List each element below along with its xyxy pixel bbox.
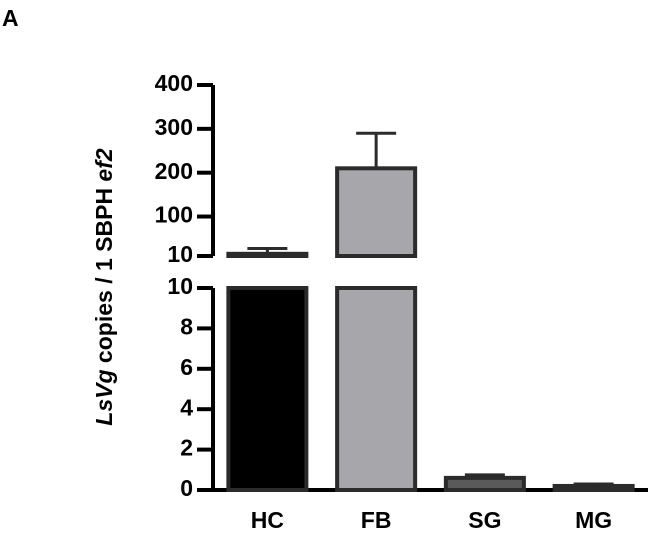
bar-upper (335, 166, 418, 258)
y-tick-label: 4 (180, 394, 193, 420)
y-tick-label: 8 (180, 313, 193, 339)
y-tick-label: 0 (180, 475, 193, 501)
y-label-part: ef2 (91, 148, 117, 181)
y-axis-label: LsVg copies / 1 SBPH ef2 (91, 148, 117, 426)
bar-upper (226, 251, 309, 259)
y-tick-label: 200 (155, 158, 193, 184)
bar (443, 475, 526, 493)
bar (552, 483, 635, 492)
x-tick-label: SG (468, 507, 501, 533)
x-tick-label: FB (361, 507, 392, 533)
panel-label: A (2, 5, 19, 31)
y-tick-label: 100 (155, 202, 193, 228)
y-label-part: LsVg (91, 369, 117, 425)
y-tick-label: 300 (155, 114, 193, 140)
bar (335, 286, 418, 492)
x-tick-label: MG (575, 507, 612, 533)
y-label-part: copies / 1 SBPH (91, 182, 117, 370)
y-tick-label: 400 (155, 70, 193, 96)
y-tick-label: 10 (167, 241, 193, 267)
y-tick-label: 10 (167, 273, 193, 299)
y-tick-label: 2 (180, 435, 193, 461)
y-tick-label: 6 (180, 354, 193, 380)
bar (226, 286, 309, 492)
x-tick-label: HC (251, 507, 284, 533)
